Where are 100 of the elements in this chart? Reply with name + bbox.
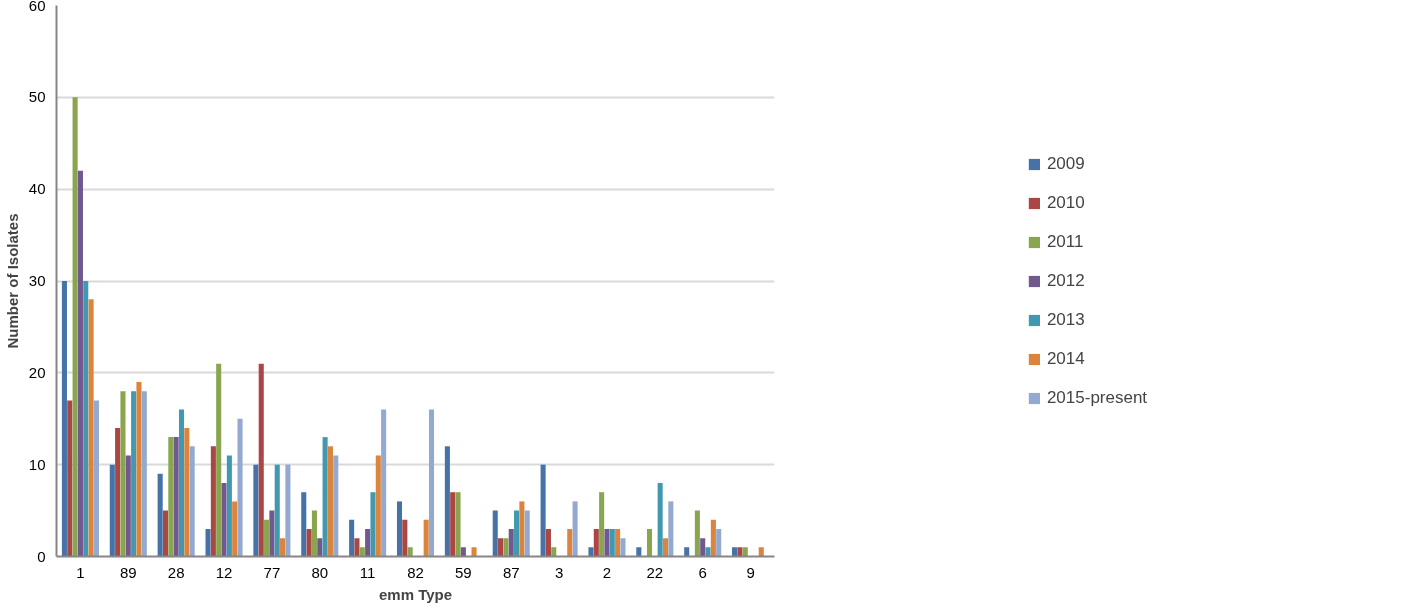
x-tick-label: 9 [746, 563, 755, 581]
bar [428, 409, 435, 557]
bar [700, 538, 706, 557]
bar [710, 519, 716, 557]
bar [742, 547, 748, 557]
bar [492, 510, 498, 557]
x-tick-label: 3 [554, 563, 564, 581]
bar [61, 281, 67, 557]
bar [109, 464, 115, 557]
bar [514, 510, 520, 557]
bar [646, 528, 653, 557]
bar [83, 281, 89, 557]
bar [77, 170, 83, 557]
bar [498, 538, 504, 557]
bar [402, 519, 408, 557]
bar [407, 547, 413, 557]
bar [758, 547, 764, 557]
bar [657, 483, 663, 557]
bar [423, 519, 429, 557]
bar [136, 382, 142, 557]
bar [226, 455, 232, 557]
bar [609, 528, 615, 557]
bar [210, 446, 216, 557]
bar [615, 528, 621, 557]
bar [365, 528, 371, 557]
bar [694, 510, 700, 557]
bar [232, 501, 238, 557]
bar [205, 528, 211, 557]
bar [72, 97, 78, 557]
bar [141, 391, 147, 557]
bar [545, 528, 551, 557]
bar [551, 547, 557, 557]
x-tick-label: 11 [359, 563, 376, 581]
bar [349, 519, 355, 557]
bar [311, 510, 317, 557]
bar [184, 427, 190, 557]
bar [258, 363, 264, 557]
x-tick-label: 77 [263, 563, 281, 581]
bar [567, 528, 573, 557]
bar [471, 547, 477, 557]
y-tick-label: 50 [28, 88, 46, 106]
bar [157, 473, 163, 557]
bar [131, 391, 137, 557]
bar [306, 528, 312, 557]
bar [524, 510, 530, 557]
bar [455, 492, 461, 557]
x-tick-label: 6 [698, 563, 707, 581]
bar [168, 437, 174, 557]
bar [333, 455, 339, 557]
bar [88, 299, 94, 557]
bar [519, 501, 525, 557]
x-tick-label: 89 [119, 563, 137, 581]
bar [237, 418, 243, 557]
bar [572, 501, 578, 557]
bar [540, 464, 546, 557]
bar [662, 538, 669, 557]
bar [381, 409, 387, 557]
x-tick-label: 22 [646, 563, 664, 581]
bar [588, 547, 594, 557]
bar [599, 492, 605, 557]
y-tick-label: 10 [28, 455, 46, 473]
bar [269, 510, 275, 557]
bar [354, 538, 360, 557]
bar [359, 547, 365, 557]
x-tick-label: 2 [602, 563, 612, 581]
x-tick-label: 1 [76, 563, 85, 581]
bar [705, 547, 711, 557]
bar [178, 409, 185, 557]
bar [508, 528, 514, 557]
legend-label: 2009 [1046, 153, 1085, 174]
x-tick-label: 28 [167, 563, 185, 581]
x-tick-label: 87 [502, 563, 520, 581]
bar [396, 501, 403, 557]
bar [301, 492, 307, 557]
bar [737, 547, 743, 557]
bar [503, 538, 509, 557]
bar [221, 483, 227, 557]
bar [716, 528, 722, 557]
bar [264, 519, 270, 557]
bar [604, 528, 610, 557]
y-tick-label: 40 [28, 180, 46, 198]
bar [370, 492, 376, 557]
x-tick-label: 59 [455, 563, 472, 581]
bar [327, 446, 333, 557]
bar [189, 446, 195, 557]
legend-label: 2013 [1046, 309, 1085, 330]
legend-label: 2010 [1046, 192, 1085, 213]
legend-label: 2014 [1046, 348, 1085, 369]
y-tick-label: 60 [28, 0, 46, 14]
legend-label: 2011 [1046, 231, 1084, 252]
y-axis-title: Number of Isolates [3, 213, 21, 349]
y-tick-label: 20 [28, 363, 46, 381]
bar [636, 547, 642, 557]
bar [120, 391, 126, 557]
bar [668, 501, 674, 557]
legend-label: 2015-present [1046, 387, 1148, 408]
bar [450, 492, 456, 557]
y-tick-label: 30 [28, 272, 46, 289]
bar [317, 538, 323, 557]
x-tick-label: 12 [215, 563, 233, 581]
